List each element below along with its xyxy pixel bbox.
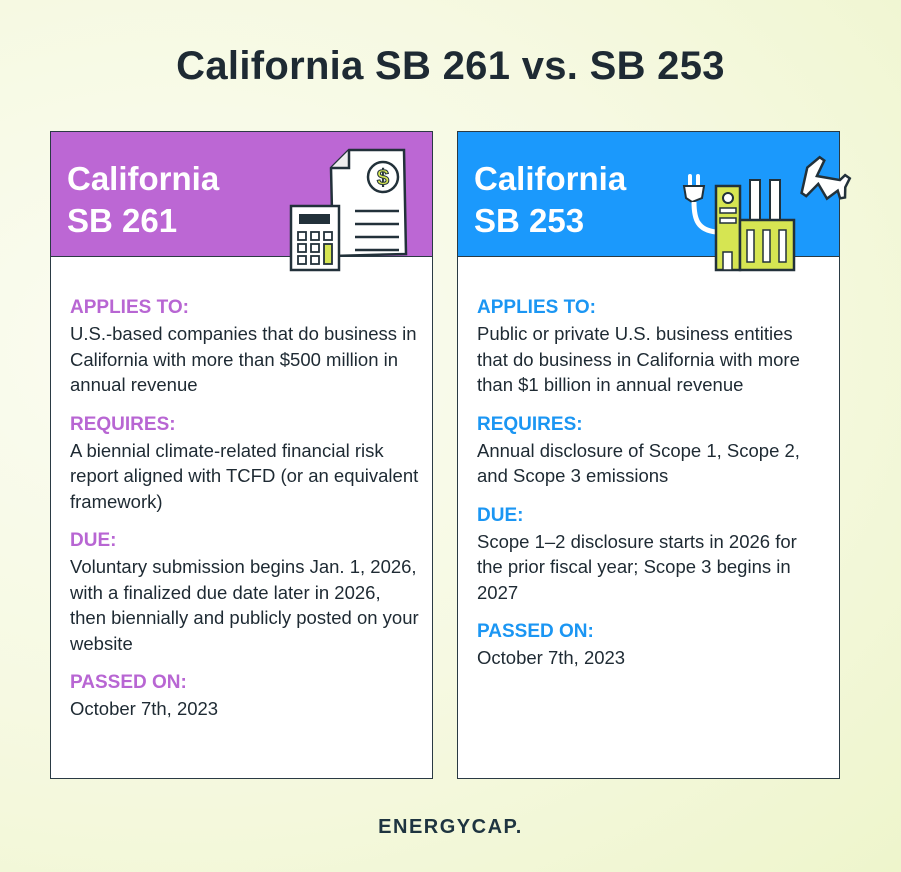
requires-section: REQUIRES: A biennial climate-related fina…: [70, 412, 420, 515]
section-text: U.S.-based companies that do business in…: [70, 323, 417, 395]
section-text: Public or private U.S. business entities…: [477, 323, 800, 395]
section-text: Scope 1–2 disclosure starts in 2026 for …: [477, 530, 797, 603]
section-text: October 7th, 2023: [70, 698, 219, 719]
section-text: October 7th, 2023: [477, 647, 626, 668]
sb261-body: APPLIES TO: U.S.-based companies that do …: [70, 295, 420, 736]
section-label: PASSED ON:: [477, 621, 594, 642]
sb261-title: California SB 261: [67, 158, 267, 242]
section-label: PASSED ON:: [70, 672, 187, 693]
sb253-title: California SB 253: [474, 158, 674, 242]
section-text: A biennial climate-related financial ris…: [70, 439, 419, 512]
factory-plug-airplane-icon: [682, 155, 852, 272]
sb253-card: California SB 253 APPLIES TO: Public or p…: [457, 131, 852, 779]
passed-on-section: PASSED ON: October 7th, 2023: [70, 670, 420, 722]
section-label: REQUIRES:: [70, 413, 176, 435]
section-label: APPLIES TO:: [70, 297, 189, 318]
section-label: DUE:: [477, 504, 524, 526]
section-label: REQUIRES:: [477, 413, 583, 435]
applies-to-section: APPLIES TO: U.S.-based companies that do …: [70, 295, 420, 398]
due-section: DUE: Voluntary submission begins Jan. 1, …: [70, 528, 420, 656]
section-label: DUE:: [70, 530, 117, 551]
sb261-card: California SB 261 $ APPLIES TO: U.S.-base…: [50, 131, 433, 779]
svg-text:$: $: [377, 165, 389, 190]
title-line: SB 261: [67, 202, 178, 239]
requires-section: REQUIRES: Annual disclosure of Scope 1, S…: [477, 412, 827, 489]
energycap-logo: ENERGYCAP.: [378, 816, 523, 838]
sb253-body: APPLIES TO: Public or private U.S. busine…: [477, 295, 827, 685]
title-line: SB 253: [474, 202, 585, 239]
applies-to-section: APPLIES TO: Public or private U.S. busine…: [477, 295, 827, 398]
title-line: California: [474, 160, 627, 197]
passed-on-section: PASSED ON: October 7th, 2023: [477, 619, 827, 671]
section-text: Voluntary submission begins Jan. 1, 2026…: [70, 556, 419, 654]
invoice-calculator-icon: $: [289, 148, 408, 272]
due-section: DUE: Scope 1–2 disclosure starts in 2026 …: [477, 503, 827, 606]
title-line: California: [67, 160, 220, 197]
section-label: APPLIES TO:: [477, 297, 596, 318]
section-text: Annual disclosure of Scope 1, Scope 2, a…: [477, 439, 800, 487]
page-title: California SB 261 vs. SB 253: [176, 44, 725, 88]
